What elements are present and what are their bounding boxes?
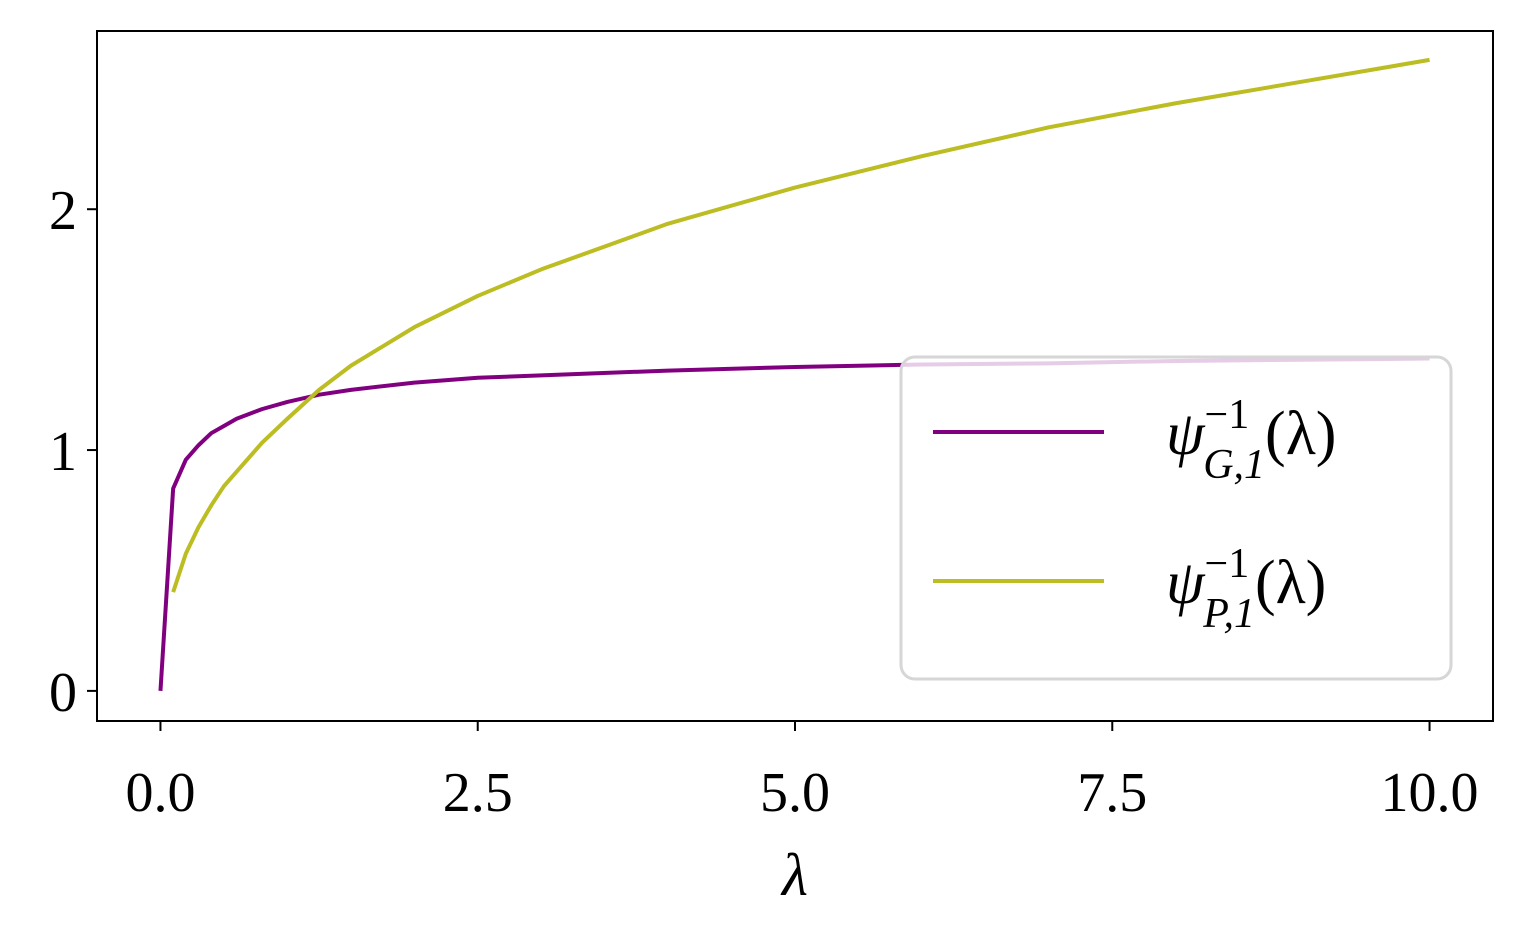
x-tick-label: 2.5: [443, 762, 513, 824]
y-tick-label: 1: [49, 421, 77, 483]
y-tick-label: 2: [49, 180, 77, 242]
y-tick-label: 0: [49, 662, 77, 724]
legend-box: [899, 355, 1453, 681]
legend-label: ψ−1 G,1(λ): [1166, 392, 1336, 488]
x-tick-label: 5.0: [760, 762, 830, 824]
x-tick-label: 7.5: [1077, 762, 1147, 824]
legend-label: ψ−1 P,1(λ): [1166, 541, 1326, 637]
x-tick-label: 0.0: [125, 762, 195, 824]
plot-frame: [96, 30, 1494, 722]
legend: ψ−1 G,1(λ) ψ−1 P,1(λ): [899, 355, 1453, 681]
series-line: [171, 57, 1430, 593]
x-axis-label: λ: [780, 842, 808, 908]
x-tick-label: 10.0: [1381, 762, 1479, 824]
